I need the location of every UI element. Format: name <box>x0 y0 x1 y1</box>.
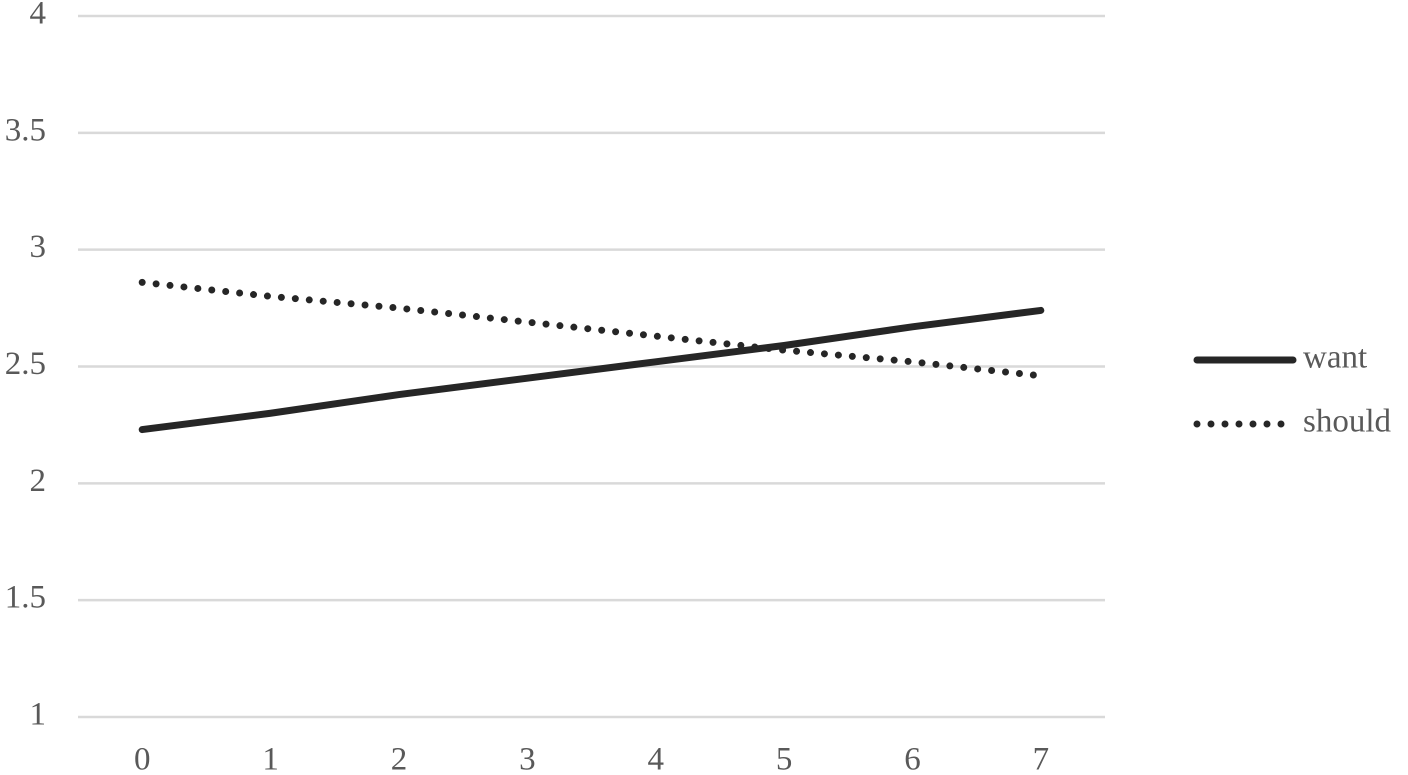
y-tick-label: 1 <box>30 697 47 733</box>
legend-label: want <box>1303 340 1367 376</box>
y-tick-label: 3.5 <box>5 112 46 148</box>
x-tick-label: 5 <box>776 742 793 775</box>
x-tick-label: 1 <box>262 742 279 775</box>
y-tick-label: 2.5 <box>5 346 46 382</box>
y-tick-label: 3 <box>30 229 47 265</box>
x-tick-label: 6 <box>904 742 921 775</box>
series-line <box>138 306 1045 434</box>
series-line <box>138 278 1045 380</box>
x-tick-label: 4 <box>647 742 664 775</box>
x-tick-label: 7 <box>1033 742 1050 775</box>
x-tick-label: 0 <box>134 742 151 775</box>
y-tick-label: 2 <box>30 463 47 499</box>
legend-label: should <box>1303 404 1392 440</box>
y-tick-label: 4 <box>30 0 47 32</box>
x-tick-label: 2 <box>391 742 408 775</box>
y-tick-label: 1.5 <box>5 580 46 616</box>
x-tick-label: 3 <box>519 742 536 775</box>
